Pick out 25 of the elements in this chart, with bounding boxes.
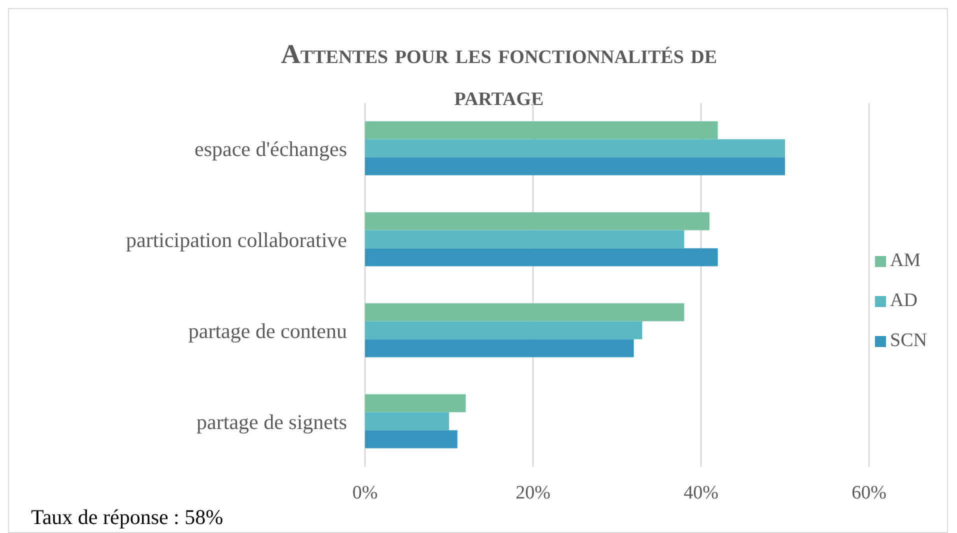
text: Taux de réponse : 58% [31,505,224,530]
y-tick-label: partage de contenu [188,318,348,343]
legend-label: SCN [890,330,927,351]
x-tick-label: 60% [852,482,887,504]
y-tick-label: espace d'échanges [194,136,347,161]
bar [365,339,634,358]
y-tick-label: partage de signets [196,410,347,434]
bar [365,321,642,340]
bar [365,248,718,266]
bar [365,139,786,158]
chart-title: Attentes pour les fonctionnalités de partage [280,38,718,113]
x-tick-label: 20% [516,482,551,504]
legend-label: AM [890,250,921,271]
legend-label: AD [890,290,918,311]
bar [365,212,710,230]
bar [365,430,458,448]
bar [365,230,684,248]
bar [365,157,786,176]
bar [365,121,718,140]
y-tick-label: participation collaborative [126,228,347,252]
bar [365,303,684,322]
bar [365,394,466,412]
x-tick-label: 0% [352,482,378,504]
bar [365,412,450,430]
x-tick-label: 40% [684,482,719,504]
